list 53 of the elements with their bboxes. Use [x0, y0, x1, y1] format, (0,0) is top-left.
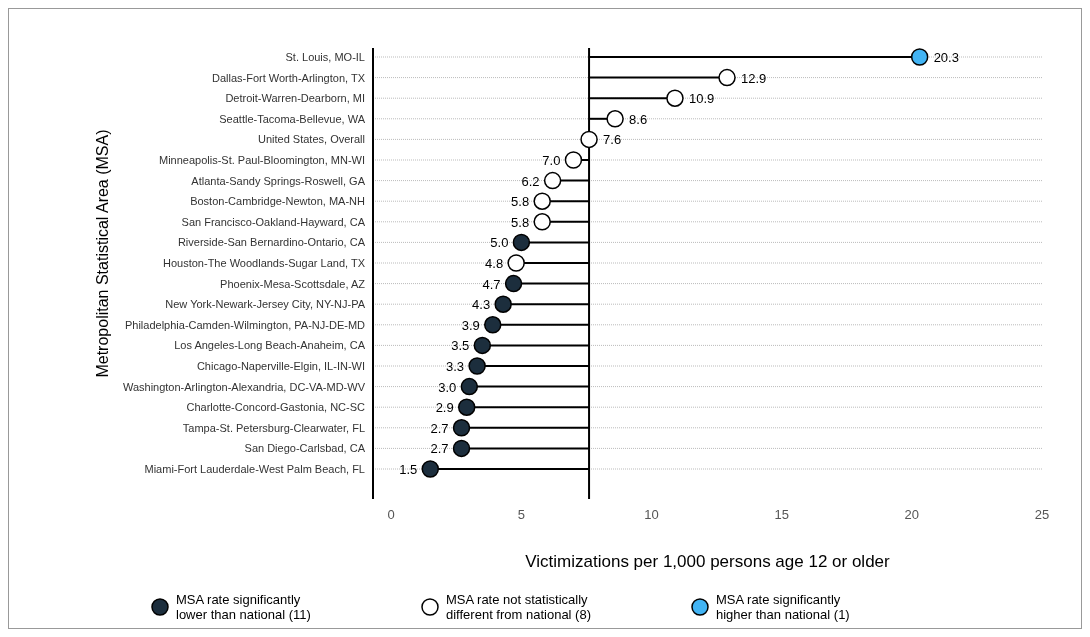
y-tick-label: Phoenix-Mesa-Scottsdale, AZ — [220, 277, 366, 290]
y-tick-label: United States, Overall — [258, 133, 365, 146]
data-label: 12.9 — [741, 70, 767, 86]
y-tick-label: New York-Newark-Jersey City, NY-NJ-PA — [165, 298, 366, 311]
data-label: 3.5 — [451, 338, 470, 354]
x-tick-label: 5 — [517, 507, 525, 522]
y-axis-title: Metropolitan Statistical Area (MSA) — [94, 129, 111, 378]
y-tick-label: Minneapolis-St. Paul-Bloomington, MN-WI — [158, 154, 365, 166]
legend-label: MSA rate significantly lower than national (11) — [176, 592, 311, 622]
data-label: 2.7 — [430, 441, 449, 457]
y-tick-label: Los Angeles-Long Beach-Anaheim, CA — [174, 339, 366, 352]
data-label: 5.0 — [490, 235, 509, 251]
y-tick-label: St. Louis, MO-IL — [285, 51, 365, 63]
x-tick-label: 10 — [644, 507, 659, 522]
y-tick-label: Houston-The Woodlands-Sugar Land, TX — [163, 257, 366, 269]
y-tick-label: Miami-Fort Lauderdale-West Palm Beach, FL — [144, 463, 365, 475]
y-tick-label: Washington-Arlington-Alexandria, DC-VA-MD-WV — [122, 380, 366, 393]
x-tick-label: 20 — [904, 507, 920, 522]
data-label: 4.8 — [485, 256, 504, 271]
data-label: 4.3 — [472, 297, 491, 313]
legend-label: MSA rate significantly higher than national (1) — [716, 592, 850, 622]
x-tick-label: 15 — [774, 507, 789, 522]
data-label: 2.7 — [430, 420, 449, 436]
data-label: 20.3 — [933, 50, 959, 65]
data-label: 3.3 — [446, 359, 465, 374]
data-label: 7.6 — [603, 132, 622, 148]
data-label: 2.9 — [435, 400, 454, 416]
x-tick-label: 25 — [1034, 507, 1050, 522]
y-tick-label: San Diego-Carlsbad, CA — [244, 442, 366, 455]
x-tick-label: 0 — [387, 507, 395, 522]
y-tick-label: Detroit-Warren-Dearborn, MI — [225, 92, 365, 105]
y-tick-label: San Francisco-Oakland-Hayward, CA — [181, 215, 366, 228]
data-label: 3.9 — [461, 317, 480, 333]
data-label: 6.2 — [521, 173, 540, 189]
data-label: 4.7 — [482, 276, 501, 292]
data-label: 5.8 — [511, 194, 530, 210]
y-tick-label: Seattle-Tacoma-Bellevue, WA — [219, 112, 366, 125]
data-label: 1.5 — [399, 462, 418, 477]
y-tick-label: Philadelphia-Camden-Wilmington, PA-NJ-DE-MD — [124, 318, 366, 331]
y-tick-label: Chicago-Naperville-Elgin, IL-IN-WI — [196, 360, 365, 372]
y-tick-label: Atlanta-Sandy Springs-Roswell, GA — [191, 174, 366, 187]
data-label: 5.8 — [511, 214, 530, 230]
y-tick-label: Riverside-San Bernardino-Ontario, CA — [177, 236, 366, 249]
y-tick-label: Charlotte-Concord-Gastonia, NC-SC — [186, 401, 366, 414]
x-axis-title: Victimizations per 1,000 persons age 12 or older — [525, 552, 891, 571]
data-label: 7.0 — [542, 153, 561, 168]
legend-label: MSA rate not statistically different from national (8) — [446, 592, 591, 622]
data-label: 3.0 — [438, 379, 457, 395]
data-label: 10.9 — [688, 91, 715, 107]
y-tick-label: Boston-Cambridge-Newton, MA-NH — [190, 195, 366, 208]
y-tick-label: Dallas-Fort Worth-Arlington, TX — [211, 71, 366, 84]
data-label: 8.6 — [629, 111, 648, 127]
y-tick-label: Tampa-St. Petersburg-Clearwater, FL — [182, 421, 365, 434]
